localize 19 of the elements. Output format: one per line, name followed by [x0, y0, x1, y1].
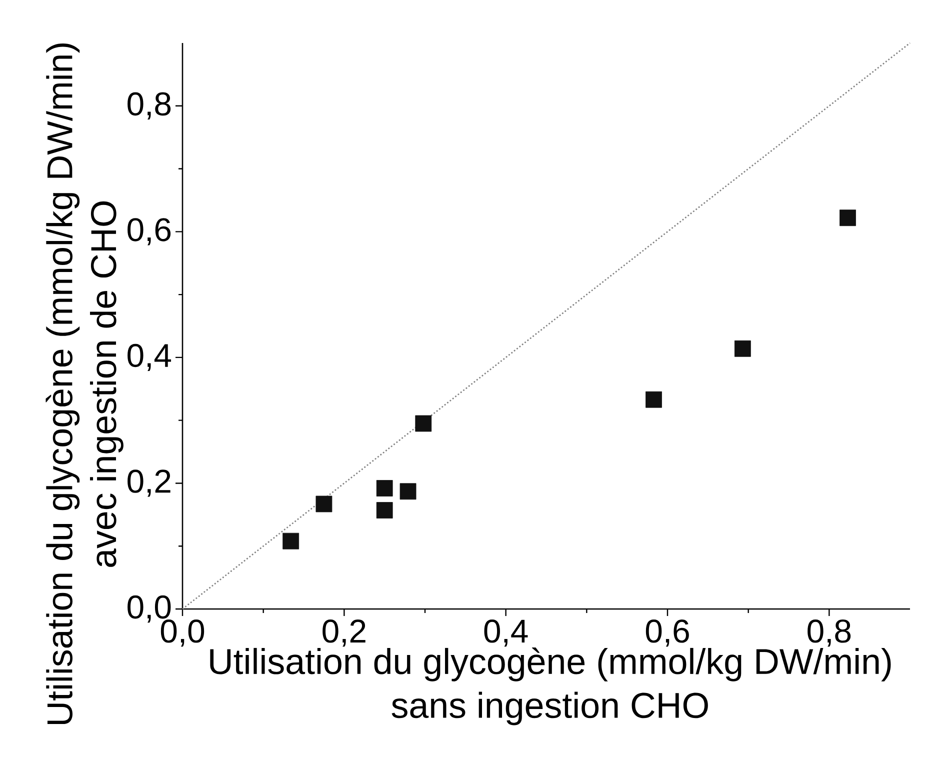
point [415, 415, 432, 432]
x-tick-label: 0,8 [808, 620, 851, 647]
y-tick-label: 0,8 [128, 92, 171, 120]
point [282, 532, 300, 550]
x-tick-label: 0,6 [646, 620, 689, 647]
point [316, 496, 332, 512]
x-tick-label: 0,2 [322, 620, 366, 647]
point [400, 483, 416, 500]
x-axis-title: Utilisation du glycogène (mmol/kg DW/min) sans ingestion CHO [210, 648, 891, 726]
point [646, 391, 662, 408]
x-tick-label: 0,4 [484, 620, 528, 647]
point [734, 340, 751, 357]
y-axis-title: Utilisation du glycogène (mmol/kg DW/min) avec ingestion de CHO [46, 44, 124, 724]
point [376, 480, 393, 496]
y-tick-label: 0,6 [128, 218, 171, 246]
point [840, 210, 856, 226]
point [376, 502, 393, 518]
y-tick-label: 0,4 [128, 344, 172, 372]
y-tick-label: 0,2 [128, 470, 170, 497]
